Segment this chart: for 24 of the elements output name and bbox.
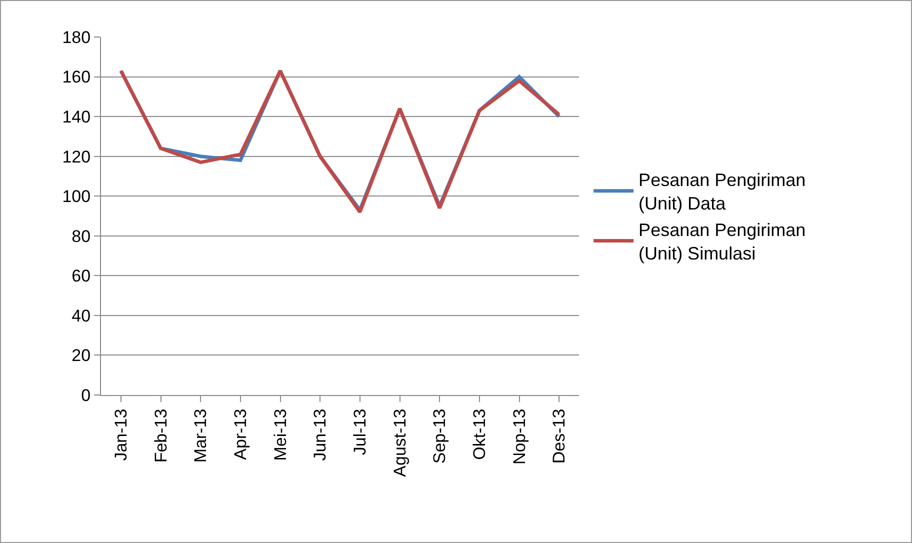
legend-label: Pesanan Pengiriman (Unit) Data [638, 170, 806, 214]
y-tick-label: 40 [72, 306, 91, 326]
y-tick-label: 60 [72, 266, 91, 286]
y-tick-label: 20 [72, 346, 91, 366]
legend-label: Pesanan Pengiriman (Unit) Simulasi [638, 220, 806, 264]
y-tick-label: 120 [62, 147, 91, 166]
y-tick-label: 180 [62, 28, 91, 47]
x-tick-label: Feb-13 [151, 408, 170, 463]
x-tick-label: Agust-13 [390, 408, 410, 477]
x-tick-label: Des-13 [550, 408, 569, 464]
x-tick-label: Okt-13 [470, 408, 489, 460]
y-tick-label: 100 [62, 187, 91, 206]
y-tick-label: 0 [81, 386, 91, 405]
x-tick-label: Sep-13 [430, 408, 450, 464]
x-tick-label: Apr-13 [230, 408, 250, 460]
x-tick-label: Nop-13 [510, 408, 529, 465]
x-tick-label: Jul-13 [350, 408, 370, 456]
x-tick-label: Mar-13 [191, 408, 210, 463]
y-tick-label: 80 [72, 226, 91, 246]
y-tick-label: 140 [62, 108, 91, 127]
x-tick-label: Jan-13 [111, 408, 130, 461]
x-tick-label: Jun-13 [310, 408, 330, 461]
y-tick-label: 160 [62, 68, 91, 87]
x-tick-label: Mei-13 [270, 408, 290, 461]
